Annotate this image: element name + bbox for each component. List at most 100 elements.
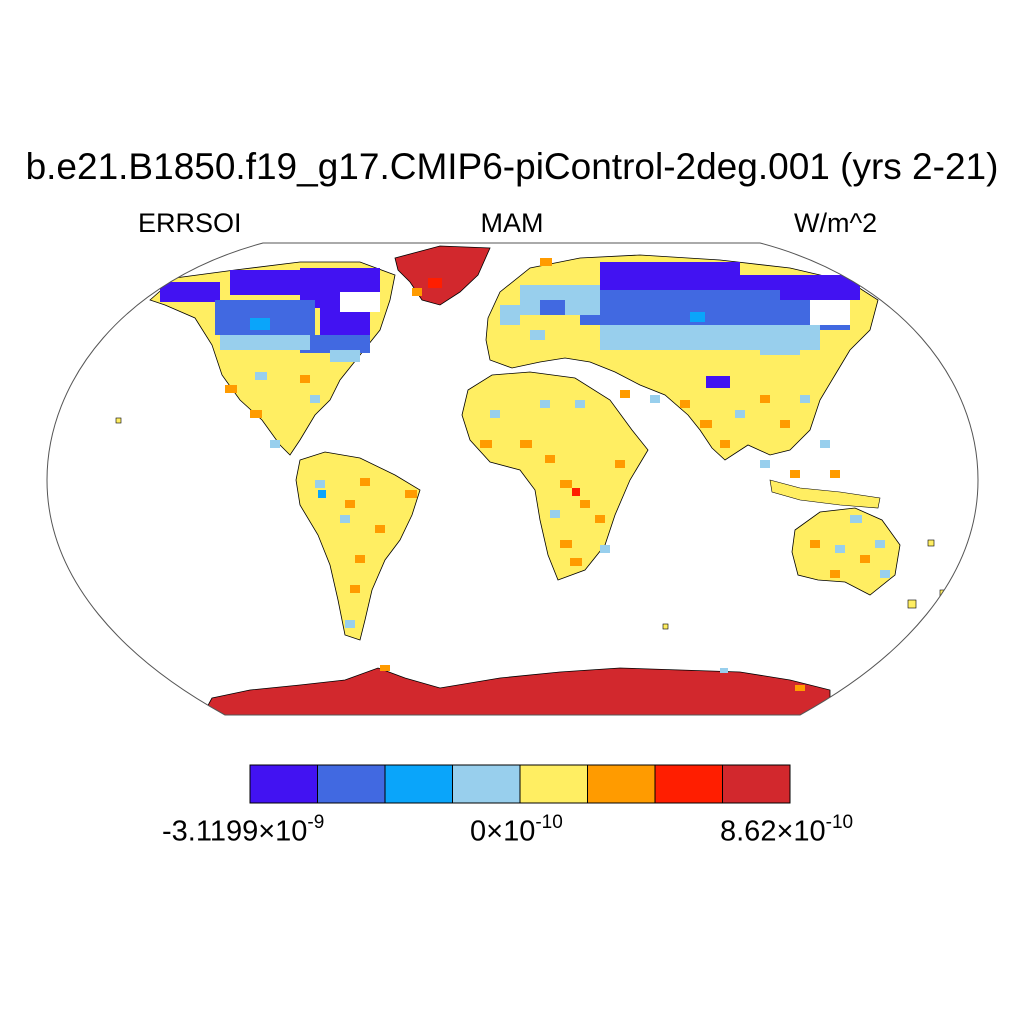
cell [875,540,885,548]
cell [545,455,555,463]
cell [735,410,745,418]
cell [160,282,220,302]
cell [315,480,325,488]
cell [540,400,550,408]
land-indonesia [769,479,881,509]
cell [720,668,728,673]
land-greenland [394,245,491,306]
colorbar-box [722,764,791,804]
cell [810,540,820,548]
cell [405,490,417,498]
cell [690,312,705,322]
cell [572,488,580,496]
island [115,417,122,424]
colorbar-box [587,764,656,804]
colorbar-label-min: -3.1199×10-9 [162,812,325,848]
land-australia [791,507,901,596]
cell [760,340,800,355]
cell [800,395,810,403]
cell [615,460,625,468]
units-label: W/m^2 [794,208,878,238]
colorbar-label-max: 8.62×10-10 [720,812,854,848]
cell [490,410,500,418]
colorbar [249,764,791,804]
cell [428,278,442,288]
cell [345,500,355,508]
colorbar-box [384,764,453,804]
cell [620,390,630,398]
cell [560,540,572,548]
cell [330,350,360,362]
land-south-america [295,451,421,641]
cell [550,510,560,518]
colorbar-box [654,764,723,804]
cell [780,420,790,428]
cell [380,665,390,671]
island [907,599,917,609]
cell [860,555,870,563]
cell [318,490,326,498]
cell [310,395,320,403]
colorbar-box [452,764,521,804]
cell [375,525,385,533]
cell [270,440,280,448]
cell [340,292,380,312]
cell [300,335,370,353]
cell [225,385,237,393]
cell [835,545,845,553]
data-cells [160,258,890,691]
cell [580,500,590,508]
cell [250,410,262,418]
cell [720,440,730,448]
colorbar-box [249,764,318,804]
cell [575,400,585,408]
cell [350,585,360,593]
cell [540,258,552,266]
cell [520,440,532,448]
season-label: MAM [480,208,544,238]
cell [345,620,355,628]
cell [230,270,300,295]
plot-title: b.e21.B1850.f19_g17.CMIP6-piControl-2deg… [25,146,999,187]
cell [795,685,805,691]
land-antarctica [199,667,831,715]
map-content [115,245,947,715]
cell [700,420,712,428]
cell [830,470,840,478]
colorbar-box [519,764,588,804]
cell [790,470,800,478]
cell [360,478,370,486]
cell [850,515,862,523]
cell [412,288,422,296]
cell [760,395,770,403]
cell [250,318,270,330]
cell [706,376,730,388]
colorbar-box [317,764,386,804]
cell [340,515,350,523]
cell [820,440,830,448]
cell [680,400,690,408]
cell [480,440,492,448]
variable-label: ERRSOI [138,208,242,238]
cell [880,570,890,578]
cell [300,375,310,383]
island [662,623,669,630]
colorbar-label-mid: 0×10-10 [470,812,563,848]
cell [500,305,520,325]
cell [560,480,572,488]
cell [650,395,660,403]
cell [540,300,565,315]
cell [220,335,310,350]
cell [255,372,267,380]
cell [595,515,605,523]
land-africa [461,371,649,581]
cell [570,558,582,566]
cell [600,545,610,553]
cell [580,290,780,325]
island [927,539,935,547]
map-border [46,242,979,716]
cell [355,555,365,563]
cell [760,460,770,468]
cell [830,570,840,578]
